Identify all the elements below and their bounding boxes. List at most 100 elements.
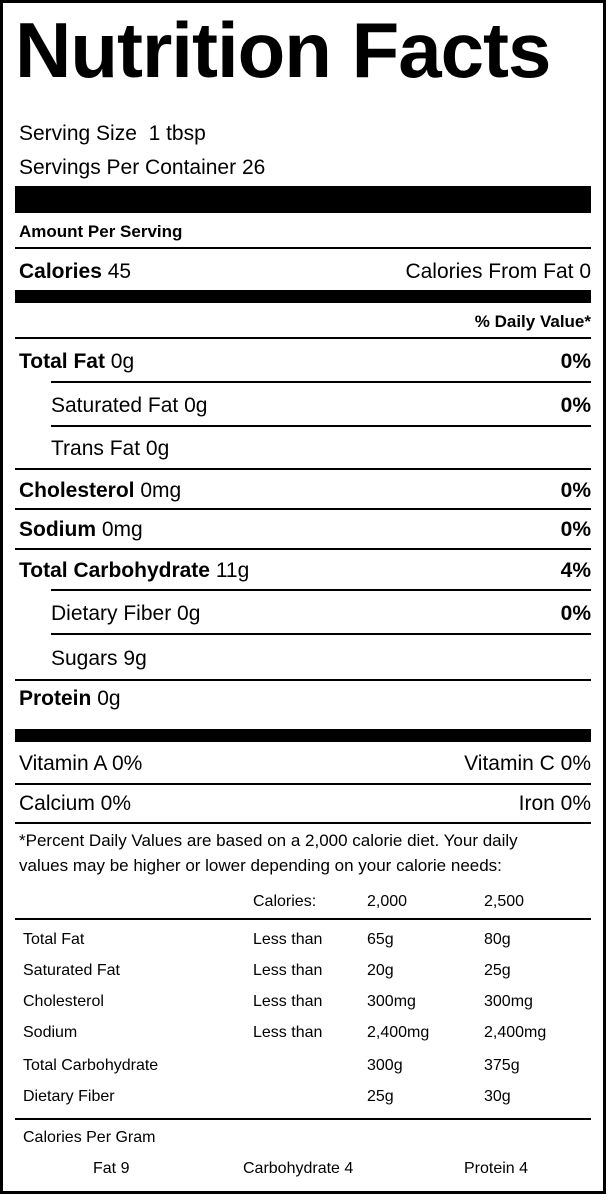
calories-row: Calories 45 (19, 261, 131, 282)
nutrient-dv: 0% (560, 518, 591, 541)
dv-row-qualifier: Less than (253, 931, 323, 948)
daily-value-header: % Daily Value* (474, 312, 591, 331)
nutrient-dv: 0% (560, 602, 591, 625)
nutrient-row-trans-fat: Trans Fat 0g (51, 438, 169, 459)
iron: Iron 0% (518, 792, 591, 815)
dv-row-label: Total Fat (23, 931, 85, 948)
dv-row-qualifier: Less than (253, 993, 323, 1010)
dv-table-header-2500: 2,500 (484, 893, 525, 910)
nutrient-name: Saturated Fat (51, 394, 179, 417)
divider (15, 679, 591, 681)
calories-label: Calories (19, 260, 102, 283)
servings-label: Servings Per Container (19, 156, 237, 179)
nutrient-name: Sodium (19, 518, 96, 541)
dv-table-header-2000: 2,000 (367, 893, 408, 910)
nutrient-row-total-carbohydrate: Total Carbohydrate 11g (19, 560, 249, 581)
calories-per-gram-fat: Fat 9 (93, 1160, 130, 1177)
calories-from-fat-label: Calories From Fat (405, 260, 574, 283)
nutrient-amount: 0g (110, 350, 135, 373)
dv-row-2500: 2,400mg (484, 1024, 547, 1041)
nutrient-amount: 0mg (140, 479, 182, 502)
nutrient-amount: 0g (177, 602, 201, 625)
nutrient-name: Total Fat (19, 350, 105, 373)
nutrient-row-protein: Protein 0g (19, 688, 121, 709)
nutrient-dv: 0% (560, 350, 591, 373)
medium-divider (15, 729, 591, 742)
divider (15, 508, 591, 510)
nutrient-dv: 4% (560, 559, 591, 582)
dv-row-label: Saturated Fat (23, 962, 120, 979)
nutrient-row-cholesterol: Cholesterol 0mg (19, 480, 181, 501)
dv-row-2000: 300mg (367, 993, 416, 1010)
nutrient-row-dietary-fiber: Dietary Fiber 0g (51, 603, 200, 624)
dv-row-2500: 300mg (484, 993, 533, 1010)
divider (15, 822, 591, 824)
divider (15, 1118, 591, 1120)
vitamin-c: Vitamin C 0% (464, 752, 591, 775)
nutrient-name: Trans Fat (51, 437, 141, 460)
nutrient-amount: 9g (123, 647, 147, 670)
nutrient-name: Cholesterol (19, 479, 135, 502)
dv-row-2500: 30g (484, 1088, 511, 1105)
divider (15, 918, 591, 920)
serving-size-row: Serving Size 1 tbsp (19, 123, 206, 144)
footnote-line-2: values may be higher or lower depending … (19, 856, 502, 875)
dv-row-label: Total Carbohydrate (23, 1057, 159, 1074)
serving-size-label: Serving Size (19, 122, 137, 145)
calcium: Calcium 0% (19, 792, 132, 815)
nutrient-dv: 0% (560, 479, 591, 502)
nutrient-dv: 0% (560, 394, 591, 417)
nutrient-amount: 11g (215, 559, 250, 582)
label-title: Nutrition Facts (15, 6, 551, 94)
nutrient-name: Sugars (51, 647, 118, 670)
servings-value: 26 (241, 156, 266, 179)
nutrient-row-sodium: Sodium 0mg (19, 519, 143, 540)
divider (51, 633, 591, 635)
divider (51, 425, 591, 427)
nutrient-name: Dietary Fiber (51, 602, 172, 625)
dv-row-qualifier: Less than (253, 1024, 323, 1041)
dv-row-2500: 80g (484, 931, 511, 948)
dv-row-2000: 20g (367, 962, 394, 979)
nutrient-amount: 0mg (101, 518, 143, 541)
calories-per-gram-protein: Protein 4 (464, 1160, 529, 1177)
dv-row-label: Sodium (23, 1024, 78, 1041)
thick-divider-top (15, 186, 591, 213)
nutrient-name: Total Carbohydrate (19, 559, 210, 582)
medium-divider (15, 290, 591, 303)
dv-row-2500: 375g (484, 1057, 520, 1074)
divider (15, 783, 591, 785)
calories-per-gram-label: Calories Per Gram (23, 1129, 156, 1146)
calories-from-fat-row: Calories From Fat 0 (405, 261, 591, 282)
vitamin-a: Vitamin A 0% (19, 752, 143, 775)
nutrient-amount: 0g (145, 437, 170, 460)
nutrient-row-saturated-fat: Saturated Fat 0g (51, 395, 207, 416)
dv-row-2000: 2,400mg (367, 1024, 430, 1041)
serving-size-value: 1 tbsp (148, 122, 206, 145)
nutrient-amount: 0g (97, 687, 121, 710)
dv-row-2000: 65g (367, 931, 394, 948)
servings-per-container-row: Servings Per Container 26 (19, 157, 265, 178)
nutrient-row-total-fat: Total Fat 0g (19, 351, 134, 372)
calories-from-fat-value: 0 (579, 260, 591, 283)
nutrient-name: Protein (19, 687, 92, 710)
footnote-line-1: *Percent Daily Values are based on a 2,0… (19, 831, 518, 850)
dv-row-2000: 300g (367, 1057, 403, 1074)
nutrient-row-sugars: Sugars 9g (51, 648, 147, 669)
dv-table-header-calories: Calories: (253, 893, 317, 910)
dv-row-label: Dietary Fiber (23, 1088, 115, 1105)
calories-value: 45 (107, 260, 132, 283)
divider (15, 337, 591, 339)
dv-row-2000: 25g (367, 1088, 394, 1105)
divider (15, 468, 591, 470)
amount-per-serving: Amount Per Serving (19, 222, 183, 241)
nutrient-amount: 0g (184, 394, 208, 417)
divider (51, 381, 591, 383)
divider (51, 589, 591, 591)
dv-row-2500: 25g (484, 962, 511, 979)
dv-row-label: Cholesterol (23, 993, 104, 1010)
calories-per-gram-carbohydrate: Carbohydrate 4 (243, 1160, 354, 1177)
divider (15, 247, 591, 249)
divider (15, 548, 591, 550)
